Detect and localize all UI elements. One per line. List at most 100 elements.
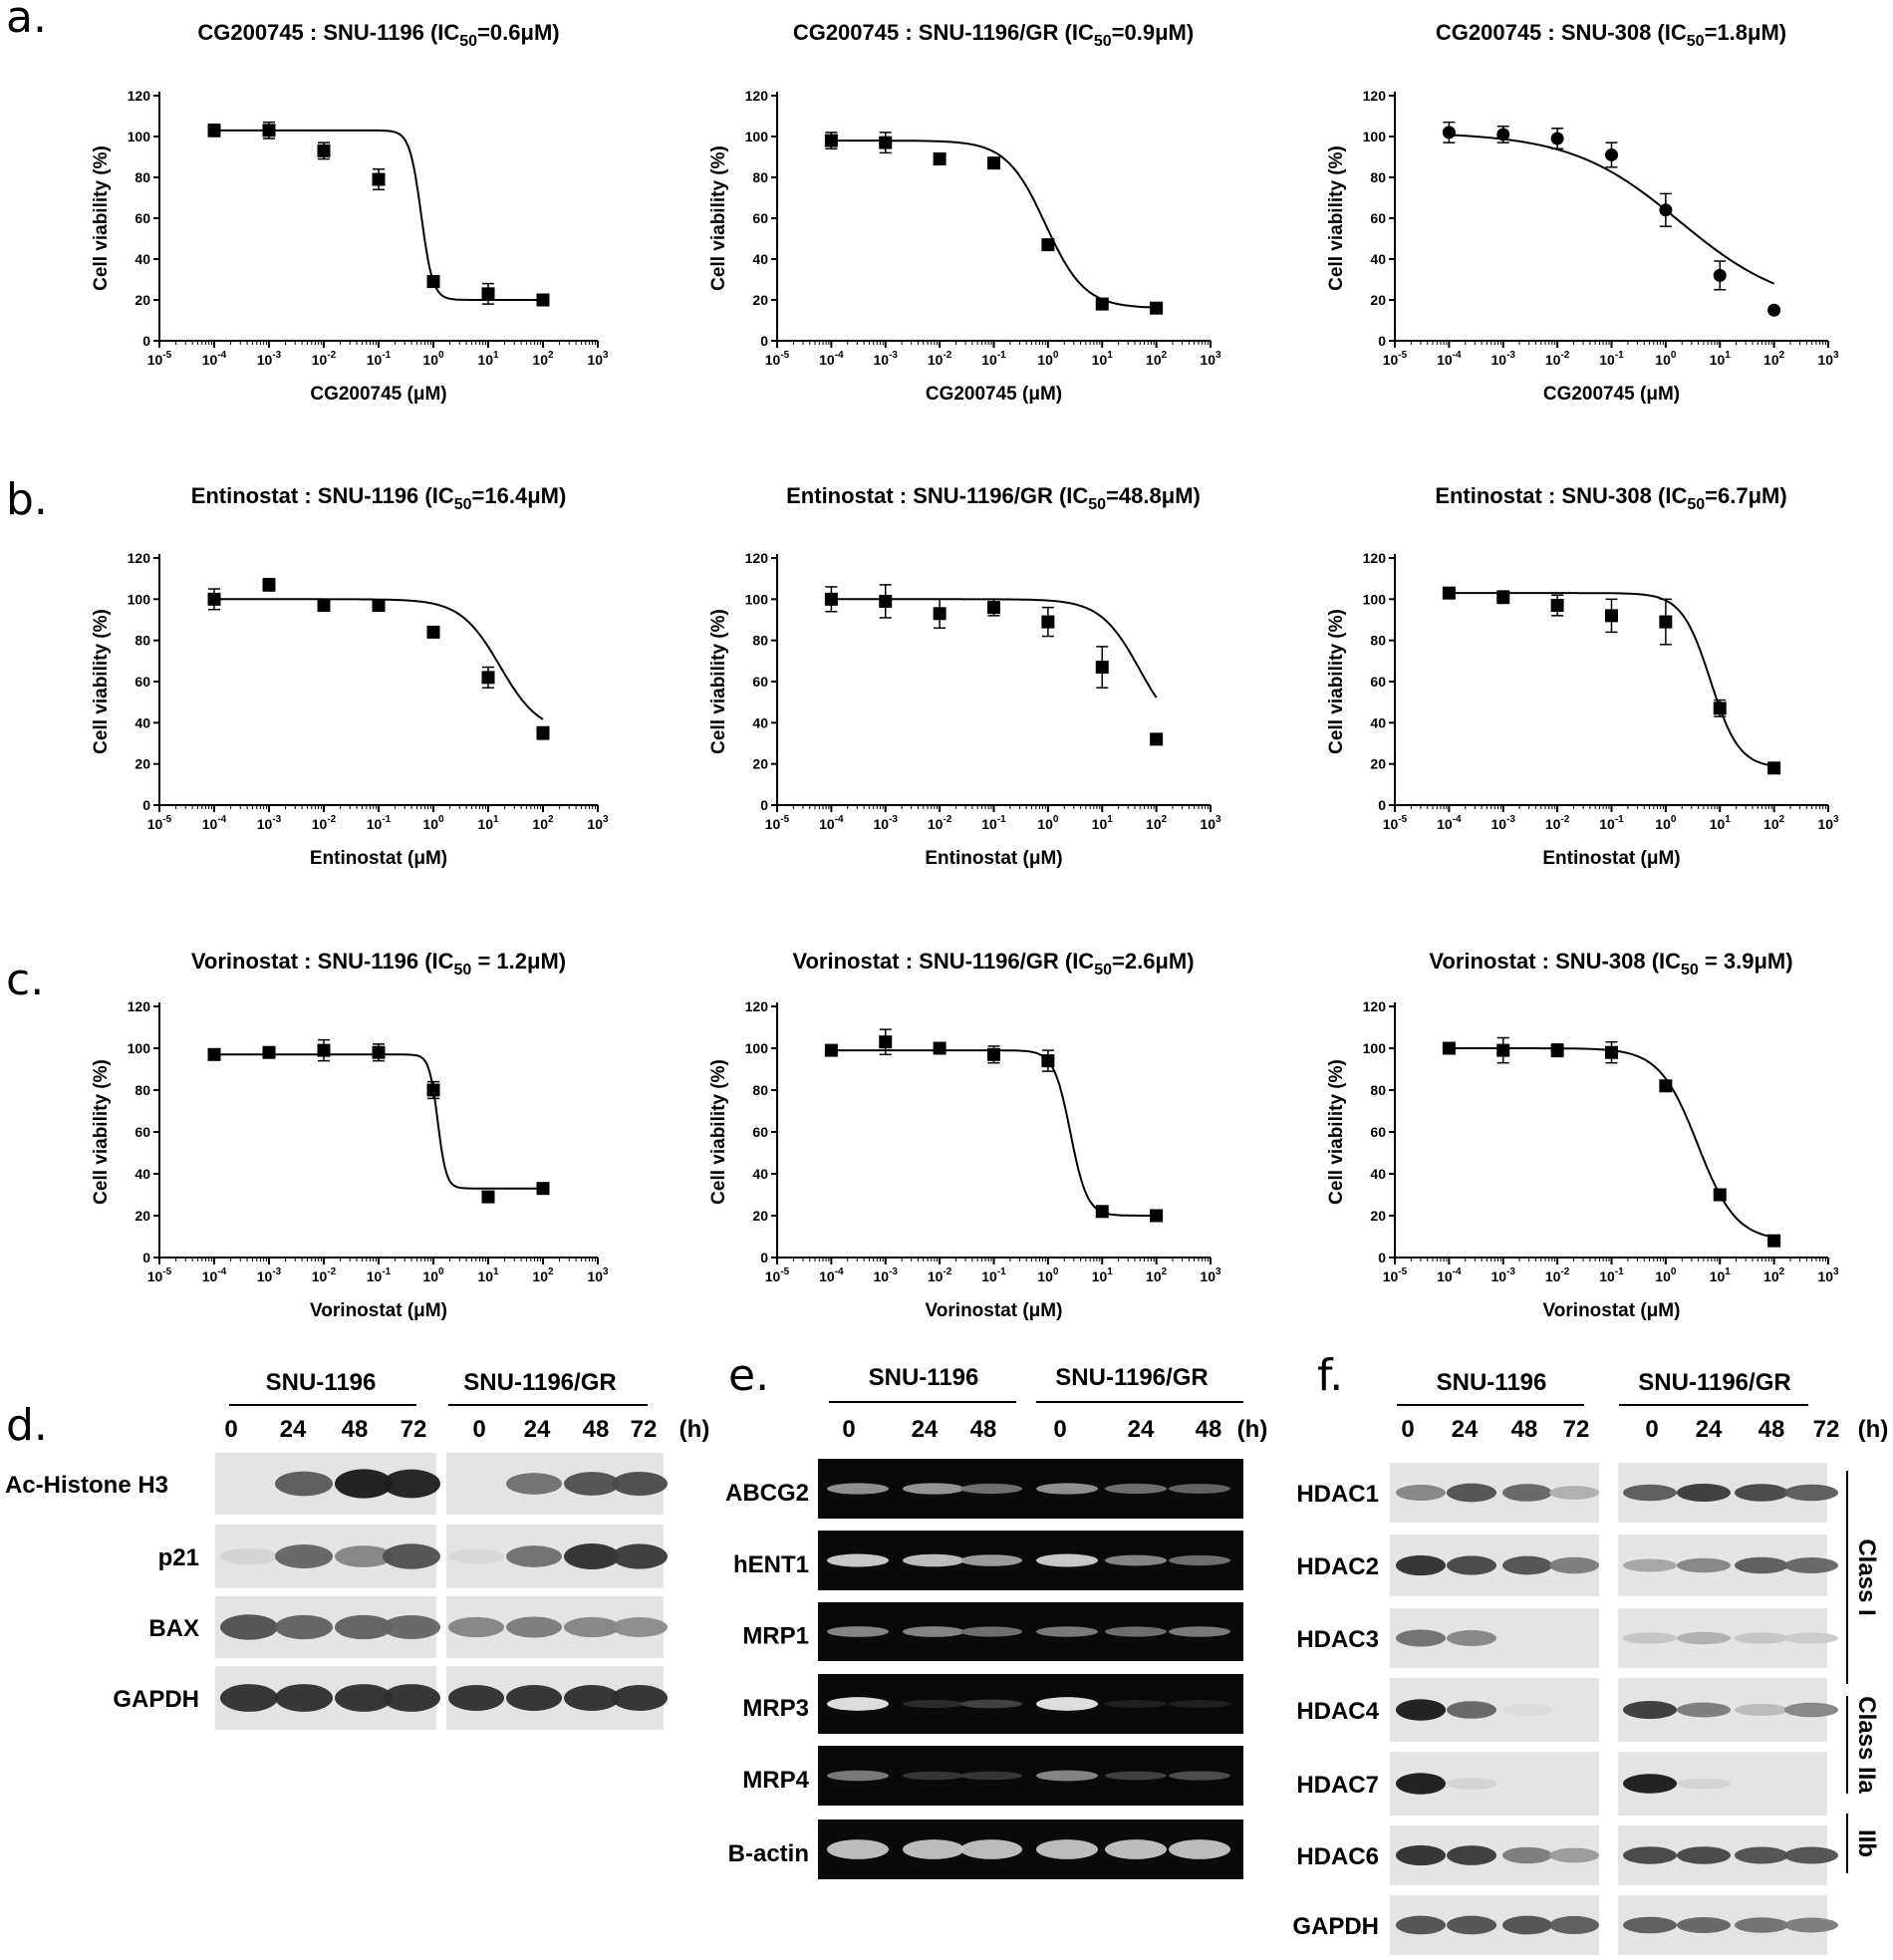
y-tick-label: 40 [1370, 251, 1386, 267]
data-point [317, 143, 331, 157]
x-tick-exponent: -4 [217, 1266, 226, 1277]
band [1677, 1917, 1731, 1933]
y-tick-label: 120 [745, 88, 769, 104]
panel-letter: c. [6, 955, 44, 1005]
x-tick-label: 10-4 [819, 1266, 844, 1284]
group-label: SNU-1196/GR [1638, 1369, 1790, 1396]
x-tick-base: 10 [1200, 816, 1216, 832]
x-tick-label: 10-4 [819, 814, 844, 832]
y-tick-label: 40 [135, 714, 150, 730]
chart-title-text: = 1.2μM) [471, 949, 566, 974]
y-tick-label: 120 [745, 998, 769, 1014]
band [1735, 1704, 1788, 1716]
x-tick-exponent: -2 [327, 814, 336, 825]
chart-title-text: =1.8μM) [1705, 20, 1787, 45]
y-tick-label: 40 [1370, 1166, 1386, 1182]
x-tick-exponent: 2 [1779, 1266, 1785, 1277]
x-tick-base: 10 [1599, 816, 1615, 832]
dose-response-chart: Entinostat : SNU-1196 (IC50=16.4μM)02040… [91, 483, 609, 869]
y-tick-label: 80 [135, 169, 150, 185]
band [1036, 1553, 1098, 1567]
x-tick-base: 10 [1200, 1268, 1216, 1284]
chart-title-subscript: 50 [1088, 496, 1106, 513]
band [1169, 1700, 1230, 1708]
data-point [1496, 590, 1510, 604]
x-tick-base: 10 [422, 352, 438, 368]
x-tick-label: 10-1 [981, 814, 1006, 832]
band [1447, 1915, 1496, 1935]
x-tick-label: 10-3 [874, 350, 899, 368]
band [1447, 1701, 1496, 1719]
x-tick-exponent: -2 [327, 350, 336, 361]
data-point [1041, 238, 1055, 252]
y-tick-label: 60 [752, 1124, 768, 1140]
gene-label: MRP1 [742, 1623, 809, 1650]
protein-label: GAPDH [113, 1686, 199, 1713]
x-tick-exponent: -2 [327, 1266, 336, 1277]
data-point [1605, 147, 1618, 161]
x-tick-exponent: -1 [1615, 1266, 1624, 1277]
panel-letter: b. [6, 474, 48, 525]
y-tick-label: 60 [1370, 210, 1386, 226]
data-point [1442, 126, 1456, 140]
x-tick-exponent: -5 [1398, 1266, 1407, 1277]
band [1036, 1626, 1098, 1637]
y-axis-label: Cell viability (%) [1326, 609, 1347, 754]
y-tick-label: 60 [135, 1124, 150, 1140]
band [448, 1685, 504, 1711]
y-tick-label: 20 [752, 292, 768, 308]
data-point [536, 293, 550, 307]
band [1623, 1916, 1677, 1934]
panel-letter: d. [6, 1400, 48, 1451]
band [827, 1770, 889, 1782]
x-tick-exponent: 1 [1725, 1266, 1731, 1277]
x-tick-exponent: 2 [1779, 814, 1785, 825]
x-axis-label: Entinostat (μM) [925, 848, 1062, 869]
data-point [933, 1041, 946, 1055]
y-tick-label: 120 [745, 550, 769, 566]
data-point [481, 671, 495, 685]
x-tick-exponent: -2 [943, 814, 951, 825]
protein-label: HDAC6 [1296, 1843, 1379, 1870]
protein-label: p21 [158, 1544, 199, 1571]
timepoint-label: 0 [472, 1416, 485, 1443]
y-tick-label: 80 [752, 633, 768, 649]
gene-label: MRP3 [742, 1695, 809, 1722]
chart-title-text: =0.6μM) [477, 20, 560, 45]
group-label: SNU-1196 [869, 1364, 979, 1391]
y-tick-label: 80 [135, 633, 150, 649]
chart-title-subscript: 50 [1094, 962, 1112, 979]
timepoint-label: 48 [583, 1416, 610, 1443]
group-label: SNU-1196 [1437, 1369, 1547, 1396]
protein-label: HDAC3 [1296, 1626, 1379, 1653]
band [1447, 1778, 1496, 1790]
y-tick-label: 20 [135, 756, 150, 772]
chart-title-text: =16.4μM) [472, 483, 567, 508]
chart-title: Entinostat : SNU-1196 (IC50=16.4μM) [191, 483, 567, 513]
y-tick-label: 20 [135, 1208, 150, 1224]
band [1623, 1846, 1677, 1864]
x-tick-label: 10-4 [1437, 814, 1462, 832]
data-point [372, 1045, 386, 1059]
band [1784, 1917, 1838, 1933]
x-axis-label: Entinostat (μM) [310, 848, 447, 869]
x-axis-label: Vorinostat (μM) [310, 1300, 447, 1321]
x-tick-label: 102 [532, 350, 554, 368]
fit-curve [214, 598, 544, 720]
chart-title: CG200745 : SNU-1196/GR (IC50=0.9μM) [793, 20, 1194, 50]
timepoint-label: 72 [1563, 1416, 1590, 1443]
chart-title-text: Vorinostat : SNU-1196 (IC [191, 949, 454, 974]
band [506, 1545, 562, 1567]
y-tick-label: 100 [745, 591, 769, 607]
band [1677, 1846, 1731, 1864]
fit-curve [214, 129, 543, 301]
dose-response-chart: Vorinostat : SNU-1196 (IC50 = 1.2μM)0204… [91, 949, 609, 1321]
y-axis-label: Cell viability (%) [708, 1059, 729, 1205]
x-tick-base: 10 [1092, 1268, 1108, 1284]
chart-title-text: =48.8μM) [1106, 483, 1201, 508]
y-tick-label: 0 [142, 1250, 150, 1265]
band [1036, 1697, 1098, 1711]
x-tick-base: 10 [1383, 352, 1399, 368]
x-tick-exponent: 3 [1216, 350, 1221, 361]
x-tick-base: 10 [1599, 1268, 1615, 1284]
